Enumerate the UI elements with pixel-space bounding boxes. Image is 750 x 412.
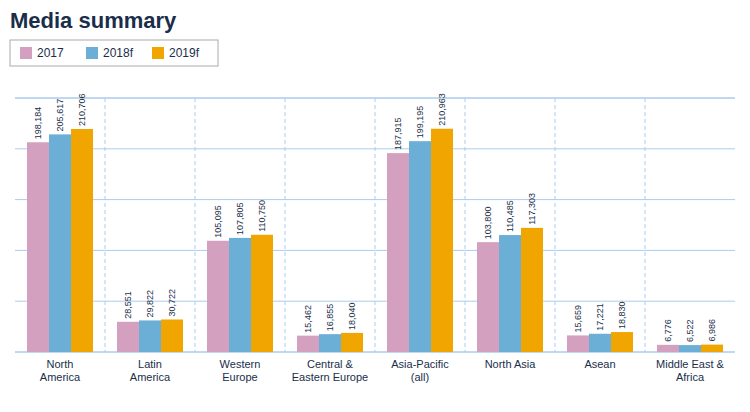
bar xyxy=(657,345,679,352)
title: Media summary xyxy=(10,8,177,33)
bar xyxy=(49,134,71,352)
data-label: 29,822 xyxy=(145,290,155,318)
x-tick-label: North Asia xyxy=(485,358,537,370)
bar xyxy=(71,129,93,352)
data-label: 15,462 xyxy=(303,305,313,333)
data-label: 117,303 xyxy=(527,193,537,225)
bar xyxy=(297,336,319,352)
legend-label: 2017 xyxy=(37,46,64,60)
data-label: 6,522 xyxy=(685,320,695,343)
data-label: 15,659 xyxy=(573,305,583,333)
group-separator xyxy=(105,98,106,352)
data-label: 105,095 xyxy=(213,205,223,238)
bar xyxy=(477,242,499,352)
x-tick-label: LatinAmerica xyxy=(130,358,171,383)
x-tick-label: Asia-Pacific(all) xyxy=(391,358,449,383)
data-label: 30,722 xyxy=(167,289,177,317)
bar xyxy=(701,345,723,352)
grid xyxy=(15,98,735,352)
bar xyxy=(229,238,251,352)
separators xyxy=(105,98,645,352)
legend: 2017 2018f 2019f xyxy=(10,40,218,66)
data-label: 210,963 xyxy=(437,93,447,126)
bar xyxy=(567,335,589,352)
x-tick-label: Asean xyxy=(584,358,615,370)
legend-swatch xyxy=(20,47,32,59)
bar xyxy=(387,153,409,352)
bars xyxy=(27,129,723,352)
bar xyxy=(251,235,273,352)
legend-label: 2019f xyxy=(169,46,200,60)
bar xyxy=(589,334,611,352)
data-label: 28,551 xyxy=(123,291,133,319)
data-label: 6,776 xyxy=(663,319,673,342)
group-separator xyxy=(645,98,646,352)
bar xyxy=(409,141,431,352)
legend-label: 2018f xyxy=(103,46,134,60)
chart: Media summary 2017 2018f 2019f 198,184 28,551… xyxy=(0,0,750,412)
data-labels: 198,184 28,551 105,095 15,462 187,915 103,800… xyxy=(33,93,717,342)
bar xyxy=(27,142,49,352)
x-tick-label: NorthAmerica xyxy=(40,358,81,383)
data-label: 18,830 xyxy=(617,302,627,330)
bar xyxy=(611,332,633,352)
bar xyxy=(341,333,363,352)
bar xyxy=(679,345,701,352)
group-separator xyxy=(285,98,286,352)
x-tick-label: Middle East &Africa xyxy=(656,358,725,383)
bar xyxy=(521,228,543,352)
data-label: 18,040 xyxy=(347,302,357,330)
data-label: 17,221 xyxy=(595,303,605,331)
group-separator xyxy=(195,98,196,352)
grid-line xyxy=(15,250,735,251)
bar xyxy=(431,129,453,352)
data-label: 107,805 xyxy=(235,202,245,235)
bar xyxy=(319,334,341,352)
legend-frame xyxy=(10,40,218,66)
data-label: 198,184 xyxy=(33,107,43,140)
x-tick-label: Central &Eastern Europe xyxy=(292,358,368,383)
bar xyxy=(207,241,229,352)
data-label: 205,617 xyxy=(55,99,65,132)
data-label: 110,750 xyxy=(257,200,267,232)
bar xyxy=(139,320,161,352)
legend-swatch xyxy=(86,47,98,59)
data-label: 187,915 xyxy=(393,118,403,151)
data-label: 110,485 xyxy=(505,200,515,232)
group-separator xyxy=(375,98,376,352)
data-label: 210,706 xyxy=(77,93,87,126)
bar xyxy=(161,319,183,352)
data-label: 16,855 xyxy=(325,304,335,332)
group-separator xyxy=(555,98,556,352)
data-label: 199,195 xyxy=(415,106,425,139)
bar xyxy=(117,322,139,352)
data-label: 6,986 xyxy=(707,319,717,342)
x-tick-label: WesternEurope xyxy=(220,358,261,383)
bar xyxy=(499,235,521,352)
legend-swatch xyxy=(152,47,164,59)
x-axis: NorthAmerica LatinAmerica WesternEurope Cen… xyxy=(40,358,725,383)
data-label: 103,800 xyxy=(483,207,493,240)
group-separator xyxy=(465,98,466,352)
